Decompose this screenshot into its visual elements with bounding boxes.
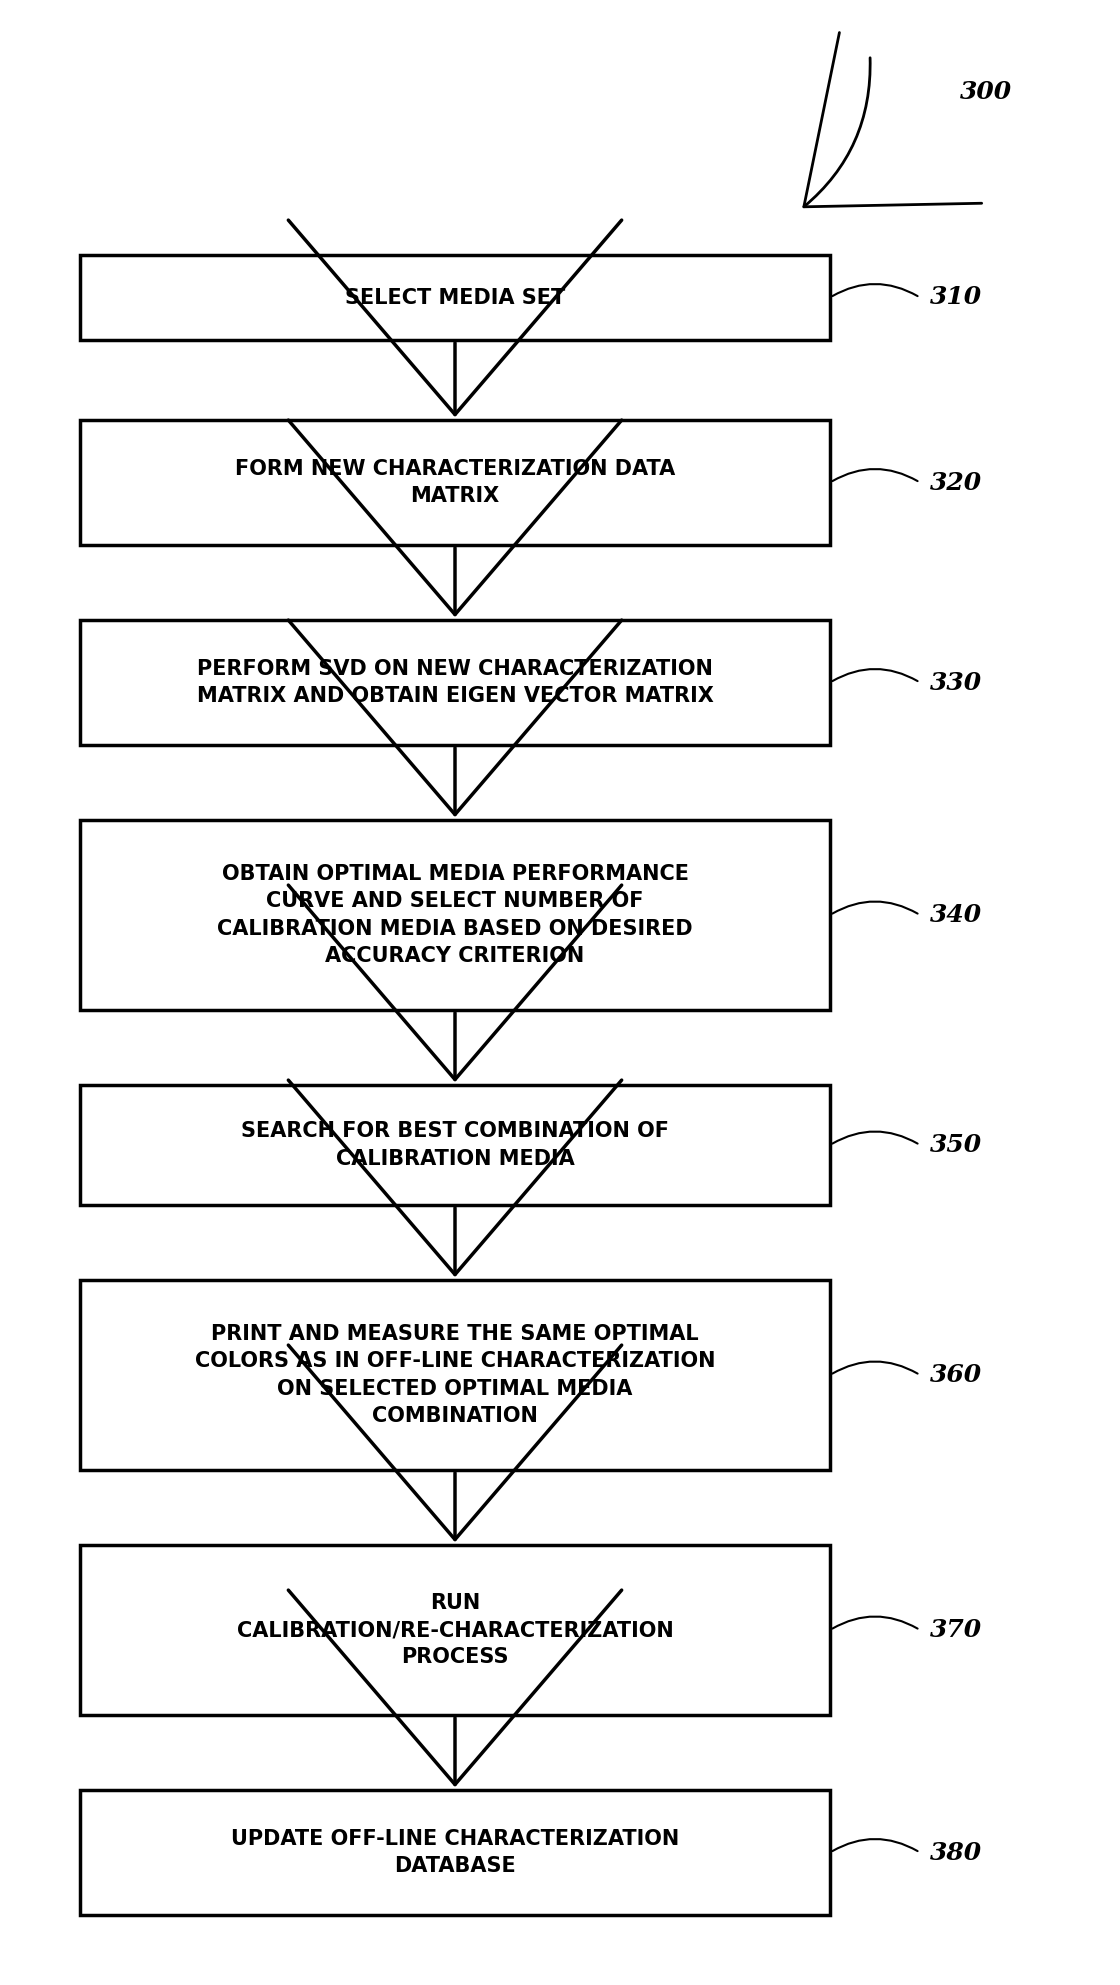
Text: SELECT MEDIA SET: SELECT MEDIA SET (345, 288, 566, 308)
Text: UPDATE OFF-LINE CHARACTERIZATION
DATABASE: UPDATE OFF-LINE CHARACTERIZATION DATABAS… (231, 1828, 679, 1876)
Text: 360: 360 (930, 1364, 982, 1388)
Bar (80, 1280, 830, 1471)
Bar (80, 1544, 830, 1715)
Text: 370: 370 (930, 1618, 982, 1642)
Text: OBTAIN OPTIMAL MEDIA PERFORMANCE
CURVE AND SELECT NUMBER OF
CALIBRATION MEDIA BA: OBTAIN OPTIMAL MEDIA PERFORMANCE CURVE A… (217, 863, 693, 967)
Bar (80, 254, 830, 339)
Text: 310: 310 (930, 286, 982, 310)
Text: SEARCH FOR BEST COMBINATION OF
CALIBRATION MEDIA: SEARCH FOR BEST COMBINATION OF CALIBRATI… (241, 1122, 669, 1169)
Bar (80, 820, 830, 1010)
Text: 330: 330 (930, 671, 982, 695)
Text: FORM NEW CHARACTERIZATION DATA
MATRIX: FORM NEW CHARACTERIZATION DATA MATRIX (235, 459, 675, 506)
Text: PERFORM SVD ON NEW CHARACTERIZATION
MATRIX AND OBTAIN EIGEN VECTOR MATRIX: PERFORM SVD ON NEW CHARACTERIZATION MATR… (197, 659, 713, 707)
Bar (80, 1086, 830, 1205)
Bar (80, 619, 830, 744)
Text: 340: 340 (930, 903, 982, 927)
Text: RUN
CALIBRATION/RE-CHARACTERIZATION
PROCESS: RUN CALIBRATION/RE-CHARACTERIZATION PROC… (236, 1592, 673, 1667)
Text: PRINT AND MEASURE THE SAME OPTIMAL
COLORS AS IN OFF-LINE CHARACTERIZATION
ON SEL: PRINT AND MEASURE THE SAME OPTIMAL COLOR… (195, 1324, 716, 1425)
Text: 320: 320 (930, 470, 982, 494)
Bar (80, 1790, 830, 1916)
Text: 380: 380 (930, 1840, 982, 1864)
Text: 300: 300 (960, 79, 1012, 103)
Bar (80, 421, 830, 546)
Text: 350: 350 (930, 1133, 982, 1157)
